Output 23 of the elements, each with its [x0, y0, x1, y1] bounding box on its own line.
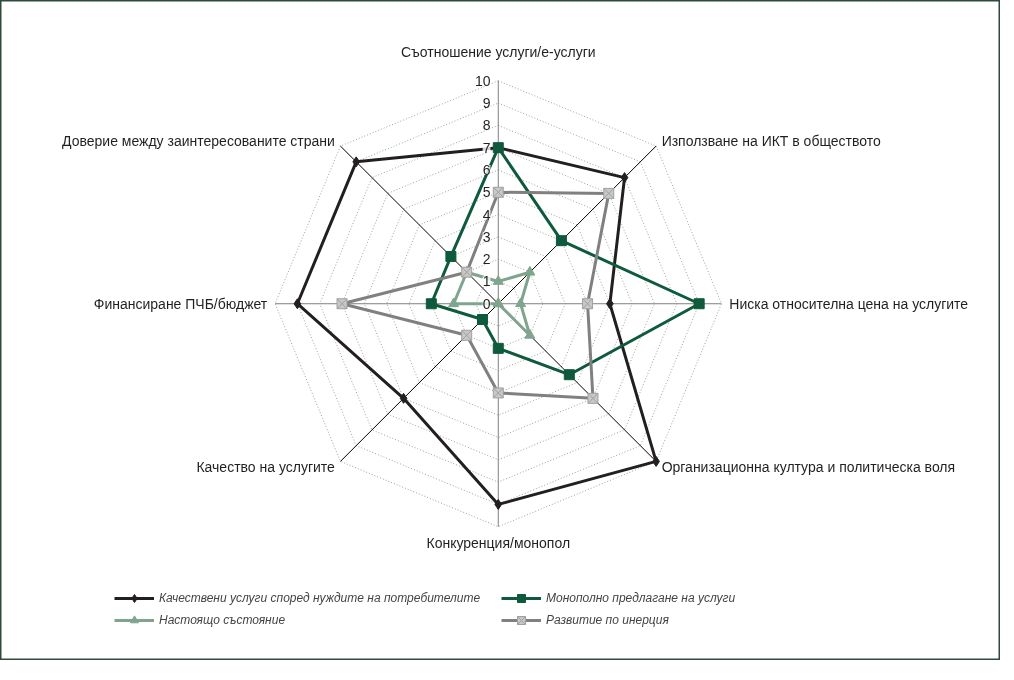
spoke-label: Ниска относителна цена на услугите — [729, 295, 969, 312]
legend-label: Качествени услуги според нуждите на потребителите — [159, 591, 482, 605]
legend-label: Настоящо състояние — [159, 613, 287, 627]
y-tick-label: 7 — [482, 139, 491, 156]
y-tick-label: 9 — [482, 95, 491, 112]
legend-label: Монополно предлагане на услуги — [546, 591, 737, 605]
y-tick-label: 3 — [482, 228, 491, 245]
spoke-label: Качество на услугите — [196, 458, 336, 475]
y-tick-label: 0 — [482, 295, 491, 312]
spoke-label: Организационна култура и политическа воля — [661, 458, 956, 475]
legend-label: Развитие по инерция — [546, 613, 670, 627]
y-tick-label: 8 — [482, 117, 491, 134]
y-tick-label: 2 — [482, 251, 491, 268]
y-tick-label: 6 — [482, 161, 491, 178]
spoke-label: Съотношение услуги/е-услуги — [400, 43, 596, 60]
y-tick-label: 4 — [482, 206, 491, 223]
spoke-label: Доверие между заинтересованите страни — [62, 132, 335, 149]
spoke-label: Конкуренция/монопол — [426, 534, 571, 551]
y-tick-label: 1 — [482, 273, 491, 290]
spoke-label: Използване на ИКТ в обществото — [661, 132, 881, 149]
spoke-label: Финансиране ПЧБ/бюджет — [93, 295, 268, 312]
y-tick-label: 10 — [474, 72, 491, 89]
y-tick-label: 5 — [482, 184, 491, 201]
